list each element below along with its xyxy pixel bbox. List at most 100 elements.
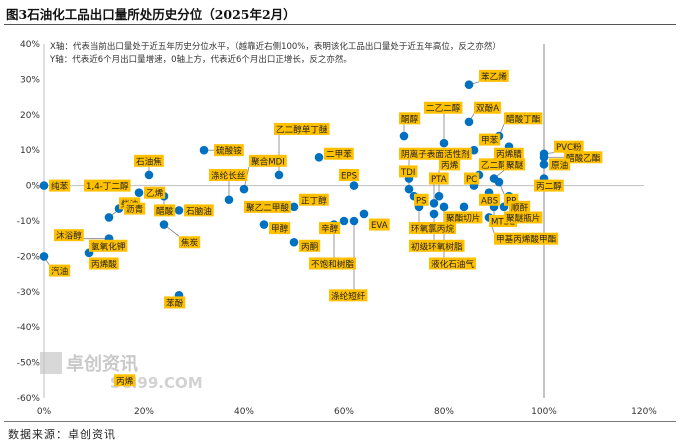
data-label: TDI [400,168,415,178]
data-label: 甲基丙烯酸甲酯 [496,233,557,245]
data-label-bg [89,257,119,270]
data-label: 焦炭 [181,237,199,249]
y-tick-label: 10% [20,146,40,156]
data-label: 硫酸铵 [216,145,242,157]
data-label-bg [184,204,214,217]
data-label-bg [534,179,564,192]
data-label: PTA [431,175,447,185]
data-label: 沥青 [126,203,144,215]
data-point [434,191,444,201]
data-label-bg [269,222,291,235]
data-label-bg [494,232,559,245]
data-label: 1,4-丁二醇 [86,180,129,192]
data-label: 正丁醇 [301,194,327,206]
data-label: 纯苯 [51,180,69,192]
watermark-main: 卓创资讯 [66,353,138,375]
data-point [494,177,504,187]
data-label: 醋酸 [156,205,174,217]
data-label: 涤纶长丝 [211,169,246,181]
data-label: 丙烯酸 [91,258,117,270]
data-label: 汽油 [51,265,68,277]
data-label-bg [564,151,603,164]
data-label-bg [444,211,483,224]
data-point [349,181,359,190]
data-point [539,160,549,169]
y-tick-label: -20% [17,252,41,262]
data-label-bg [409,222,456,235]
axis-note: Y轴：代表近6个月出口量增速，0轴上方，代表近6个月出口正增长，反之亦然。 [49,54,352,65]
data-label: 醋酸丁酯 [506,113,541,125]
data-label: 顺酐 [511,202,529,213]
data-label-bg [369,218,390,231]
data-label-bg [339,168,360,181]
data-label: 初级环氧树脂 [411,240,463,252]
data-label-bg [509,200,531,213]
x-tick-label: 120% [631,407,657,417]
data-point [349,216,359,226]
point-labels: 纯苯汽油1,4-丁二醇乙烯柴油沥青沐浴醇氢氧化钾丙烯酸石油焦醋酸石脑油焦炭苯酚丙… [49,69,603,387]
data-point [459,202,469,212]
y-tick-label: 40% [20,40,40,50]
data-label-bg [154,204,176,217]
data-point [274,170,284,180]
data-label-bg [114,374,136,387]
x-tick-label: 0% [37,407,52,417]
data-label-bg [464,172,480,185]
data-label-bg [124,202,146,215]
data-label-bg [179,236,201,249]
data-label: 乙烯 [146,187,164,199]
data-point [439,202,449,212]
data-label-bg [54,229,84,242]
data-label-bg [504,112,543,125]
data-label: 丙烯 [116,375,134,387]
data-point [174,206,184,215]
data-label-bg [474,101,502,114]
data-label-bg [479,193,501,206]
data-label: 丙烯 [441,159,459,171]
data-label-bg [89,239,128,252]
data-label: 聚乙二甲酸 [246,202,289,213]
data-point [359,209,369,219]
data-label: PVC粉 [556,141,582,153]
axis-notes: X轴：代表当前出口量处于近五年历史分位水平，（越靠近右侧100%，表明该化工品出… [49,41,501,65]
data-point [404,184,414,194]
data-label: 聚醚瓶片 [506,212,540,224]
data-point [39,252,49,261]
data-label-bg [549,158,571,171]
data-label: 涤纶短纤 [331,290,366,302]
data-point [469,145,479,155]
x-tick-label: 60% [334,407,354,417]
axes: 40% 30% 20% 10% 0% -10% -20% -30% -40% -50% -60% 0%… [17,40,658,417]
data-label-bg [439,158,461,171]
data-point [464,80,474,90]
data-label-bg [49,179,71,192]
data-label-bg [249,154,287,167]
y-tick-label: -10% [17,217,41,227]
data-label: 苯乙烯 [481,70,507,82]
data-label-bg [399,165,418,178]
data-point [134,188,144,197]
data-label-bg [479,69,509,82]
data-label-bg [504,211,543,224]
data-label: 石脑油 [186,205,212,217]
y-tick-label: -40% [17,323,41,333]
data-label: 石油焦 [136,155,162,167]
x-tick-label: 40% [234,407,254,417]
data-label: 阴离子表面活性剂 [401,148,470,160]
data-label-bg [209,168,248,181]
y-tick-label: 20% [20,111,40,121]
data-label-bg [424,101,463,114]
data-label-bg [429,257,476,270]
data-label: 苯酚 [166,297,184,309]
data-label-bg [244,200,291,213]
data-label: 二乙二醇 [426,102,461,114]
data-label-bg [164,296,186,309]
data-label: 聚醚 [506,159,524,171]
data-point [429,209,439,219]
data-label: 原油 [551,159,568,171]
figure-title: 图3石油化工品出口量所处历史分位（2025年2月） [6,7,296,22]
x-tick-label: 80% [434,407,454,417]
y-tick-label: -30% [17,288,41,298]
data-point [429,199,439,208]
